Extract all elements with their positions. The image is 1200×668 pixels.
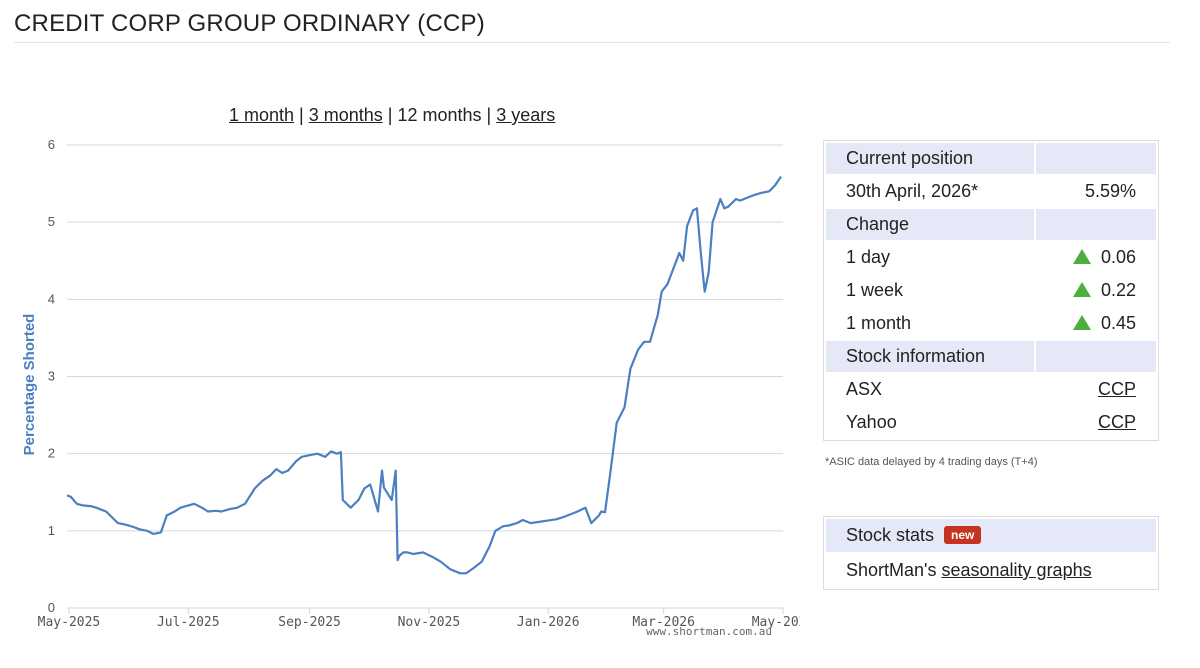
up-arrow-icon [1072, 249, 1091, 264]
y-tick-label: 1 [48, 523, 55, 538]
header-spacer [1036, 143, 1156, 174]
range-selector: 1 month | 3 months | 12 months | 3 years [229, 105, 555, 126]
asx-label: ASX [846, 379, 883, 399]
y-tick-label: 5 [48, 214, 55, 229]
change-period-1-day: 1 day [846, 247, 891, 267]
y-tick-label: 0 [48, 600, 55, 615]
change-value-1-day: 0.06 [1100, 247, 1136, 267]
short-position-chart: 0 1 2 3 4 5 6 May-2025 Jul-2025 Sep-2025 Nov-2025 J… [21, 137, 800, 638]
up-arrow-icon [1072, 315, 1091, 330]
x-tick-label: Nov-2025 [398, 615, 461, 630]
page-title: CREDIT CORP GROUP ORDINARY (CCP) [14, 10, 485, 37]
change-period-1-month: 1 month [846, 313, 912, 333]
x-tick-label: Sep-2025 [278, 615, 341, 630]
header-spacer [1036, 209, 1156, 240]
change-header: Change [826, 209, 1035, 240]
change-value-1-week: 0.22 [1100, 280, 1136, 300]
change-value-1-month: 0.45 [1100, 313, 1136, 333]
chart-watermark: www.shortman.com.au [646, 625, 772, 638]
range-12-months-current: 12 months [397, 105, 482, 125]
range-3-years-link[interactable]: 3 years [496, 105, 556, 125]
change-period-1-week: 1 week [846, 280, 904, 300]
x-tick-label: May-2026 [752, 615, 800, 630]
range-3-months-link[interactable]: 3 months [308, 105, 383, 125]
y-tick-label: 6 [48, 137, 55, 152]
x-tick-label: May-2025 [38, 615, 101, 630]
stock-stats-panel: Stock stats new ShortMan's seasonality gr… [823, 516, 1159, 590]
range-separator: | [387, 105, 393, 125]
x-tick-label: Mar-2026 [632, 615, 695, 630]
up-arrow-icon [1072, 282, 1091, 297]
asx-code-link[interactable]: CCP [1097, 379, 1136, 399]
stock-information-header: Stock information [826, 341, 1035, 372]
yahoo-code-link[interactable]: CCP [1097, 412, 1136, 432]
asic-delay-note: *ASIC data delayed by 4 trading days (T+… [825, 456, 1038, 468]
new-badge: new [944, 526, 982, 544]
y-axis-title: Percentage Shorted [21, 314, 38, 456]
range-separator: | [486, 105, 492, 125]
y-tick-label: 3 [48, 369, 55, 384]
seasonality-graphs-link[interactable]: seasonality graphs [941, 560, 1092, 580]
x-tick-label: Jan-2026 [517, 615, 580, 630]
title-divider [14, 42, 1170, 43]
header-spacer [1036, 341, 1156, 372]
current-position-value: 5.59% [1084, 181, 1136, 201]
series-line-0 [66, 175, 782, 575]
position-info-panel: Current position 30th April, 2026* 5.59%… [823, 140, 1159, 441]
yahoo-label: Yahoo [846, 412, 897, 432]
y-tick-label: 2 [48, 446, 55, 461]
current-position-header: Current position [826, 143, 1035, 174]
stock-stats-title: Stock stats [846, 525, 935, 545]
range-separator: | [299, 105, 304, 125]
x-tick-label: Jul-2025 [157, 615, 220, 630]
seasonality-prefix: ShortMan's [846, 560, 937, 580]
current-position-date: 30th April, 2026* [846, 181, 979, 201]
range-1-month-link[interactable]: 1 month [229, 105, 295, 125]
y-tick-label: 4 [48, 291, 55, 306]
